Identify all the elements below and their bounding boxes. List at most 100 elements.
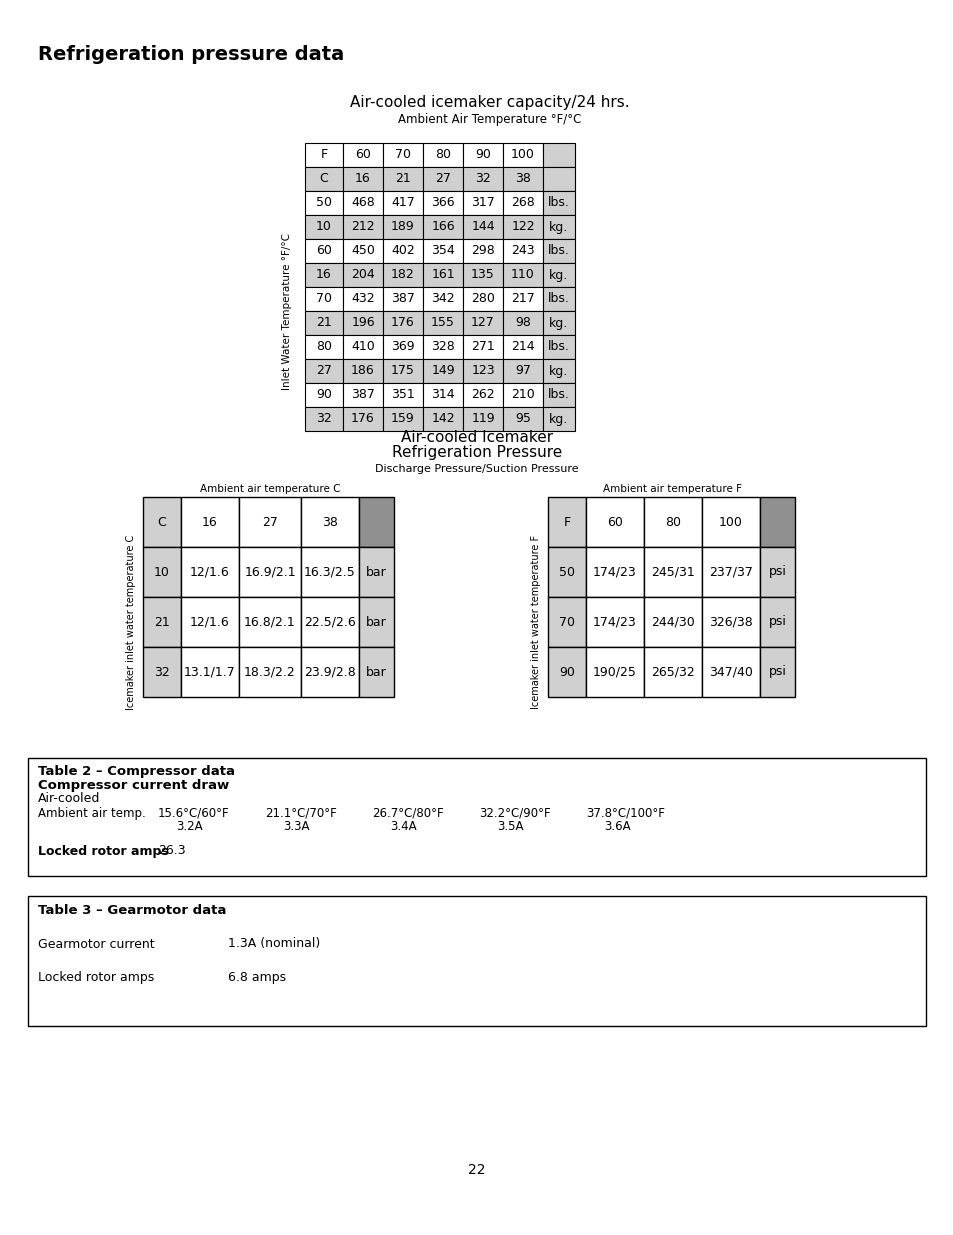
Text: 70: 70: [558, 615, 575, 629]
Text: kg.: kg.: [549, 221, 568, 233]
Text: 22: 22: [468, 1163, 485, 1177]
Text: 351: 351: [391, 389, 415, 401]
Bar: [382, 408, 422, 431]
Text: 119: 119: [471, 412, 495, 426]
Bar: [305, 335, 343, 359]
Text: 98: 98: [515, 316, 531, 330]
Bar: [422, 408, 462, 431]
Bar: [422, 335, 462, 359]
Text: 174/23: 174/23: [593, 615, 637, 629]
Text: bar: bar: [366, 615, 387, 629]
Text: F: F: [320, 148, 327, 162]
Bar: [239, 496, 301, 547]
Text: psi: psi: [768, 566, 785, 578]
Bar: [502, 287, 542, 311]
Text: 100: 100: [719, 515, 742, 529]
Bar: [181, 496, 239, 547]
Bar: [701, 547, 760, 597]
Bar: [585, 496, 643, 547]
Text: 90: 90: [315, 389, 332, 401]
Bar: [343, 215, 382, 240]
Bar: [305, 263, 343, 287]
Bar: [382, 191, 422, 215]
Bar: [585, 547, 643, 597]
Bar: [542, 143, 575, 167]
Text: 161: 161: [431, 268, 455, 282]
Bar: [422, 240, 462, 263]
Text: 176: 176: [351, 412, 375, 426]
Text: 10: 10: [315, 221, 332, 233]
Bar: [239, 647, 301, 697]
Text: 38: 38: [515, 173, 531, 185]
Text: 80: 80: [664, 515, 680, 529]
Bar: [422, 287, 462, 311]
Bar: [643, 496, 701, 547]
Bar: [382, 383, 422, 408]
Bar: [305, 167, 343, 191]
Text: 214: 214: [511, 341, 535, 353]
Text: Gearmotor current: Gearmotor current: [38, 937, 154, 951]
Bar: [422, 383, 462, 408]
Bar: [143, 496, 181, 547]
Text: 90: 90: [558, 666, 575, 678]
Bar: [542, 191, 575, 215]
Bar: [358, 647, 394, 697]
Text: 387: 387: [391, 293, 415, 305]
Bar: [305, 143, 343, 167]
Bar: [585, 597, 643, 647]
Text: 268: 268: [511, 196, 535, 210]
Text: 3.5A: 3.5A: [497, 820, 523, 834]
Text: 27: 27: [262, 515, 277, 529]
Bar: [343, 240, 382, 263]
Bar: [502, 240, 542, 263]
Text: 142: 142: [431, 412, 455, 426]
Text: 402: 402: [391, 245, 415, 258]
Bar: [462, 335, 502, 359]
Bar: [143, 647, 181, 697]
Text: 450: 450: [351, 245, 375, 258]
Bar: [422, 311, 462, 335]
Text: Ambient air temperature C: Ambient air temperature C: [199, 484, 340, 494]
Bar: [343, 383, 382, 408]
Text: 27: 27: [315, 364, 332, 378]
Text: 3.6A: 3.6A: [603, 820, 630, 834]
Bar: [239, 547, 301, 597]
Text: 149: 149: [431, 364, 455, 378]
Text: F: F: [563, 515, 570, 529]
Text: 298: 298: [471, 245, 495, 258]
Bar: [542, 167, 575, 191]
Text: Ambient Air Temperature °F/°C: Ambient Air Temperature °F/°C: [398, 114, 581, 126]
Text: 16.8/2.1: 16.8/2.1: [244, 615, 295, 629]
Text: 410: 410: [351, 341, 375, 353]
Text: Ambient air temperature F: Ambient air temperature F: [603, 484, 741, 494]
Text: 32: 32: [154, 666, 170, 678]
Text: 15.6°C/60°F: 15.6°C/60°F: [158, 806, 230, 820]
Text: 21: 21: [315, 316, 332, 330]
Bar: [422, 359, 462, 383]
Text: Air-cooled icemaker capacity/24 hrs.: Air-cooled icemaker capacity/24 hrs.: [350, 95, 629, 110]
Text: 95: 95: [515, 412, 531, 426]
Bar: [643, 547, 701, 597]
Bar: [542, 408, 575, 431]
Bar: [382, 215, 422, 240]
Text: 342: 342: [431, 293, 455, 305]
Bar: [143, 547, 181, 597]
Bar: [181, 597, 239, 647]
Bar: [462, 287, 502, 311]
Bar: [382, 359, 422, 383]
Bar: [701, 496, 760, 547]
Text: Locked rotor amps: Locked rotor amps: [38, 845, 169, 857]
Text: Refrigeration Pressure: Refrigeration Pressure: [392, 446, 561, 461]
Bar: [343, 287, 382, 311]
Bar: [502, 215, 542, 240]
Text: 70: 70: [395, 148, 411, 162]
Text: 328: 328: [431, 341, 455, 353]
Bar: [28, 758, 925, 876]
Text: 37.8°C/100°F: 37.8°C/100°F: [585, 806, 664, 820]
Bar: [343, 143, 382, 167]
Bar: [358, 547, 394, 597]
Text: 265/32: 265/32: [651, 666, 694, 678]
Text: Compressor current draw: Compressor current draw: [38, 778, 229, 792]
Text: Locked rotor amps: Locked rotor amps: [38, 972, 154, 984]
Text: 210: 210: [511, 389, 535, 401]
